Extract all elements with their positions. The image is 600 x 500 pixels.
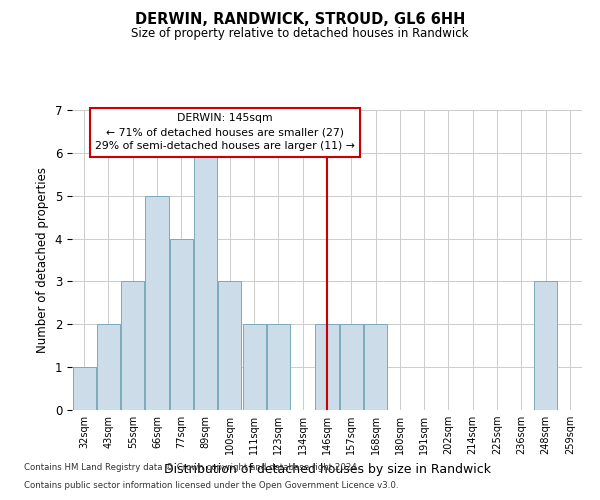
Bar bbox=[121, 282, 144, 410]
Bar bbox=[218, 282, 241, 410]
Y-axis label: Number of detached properties: Number of detached properties bbox=[36, 167, 49, 353]
Bar bbox=[316, 324, 338, 410]
Bar bbox=[170, 238, 193, 410]
Text: DERWIN, RANDWICK, STROUD, GL6 6HH: DERWIN, RANDWICK, STROUD, GL6 6HH bbox=[135, 12, 465, 28]
Bar bbox=[340, 324, 363, 410]
Bar bbox=[194, 153, 217, 410]
Bar bbox=[364, 324, 387, 410]
Bar bbox=[73, 367, 95, 410]
Bar bbox=[97, 324, 120, 410]
X-axis label: Distribution of detached houses by size in Randwick: Distribution of detached houses by size … bbox=[163, 462, 491, 475]
Text: Contains HM Land Registry data © Crown copyright and database right 2024.: Contains HM Land Registry data © Crown c… bbox=[24, 464, 359, 472]
Text: DERWIN: 145sqm
← 71% of detached houses are smaller (27)
29% of semi-detached ho: DERWIN: 145sqm ← 71% of detached houses … bbox=[95, 114, 355, 152]
Bar bbox=[534, 282, 557, 410]
Bar bbox=[242, 324, 266, 410]
Bar bbox=[267, 324, 290, 410]
Bar bbox=[145, 196, 169, 410]
Text: Size of property relative to detached houses in Randwick: Size of property relative to detached ho… bbox=[131, 28, 469, 40]
Text: Contains public sector information licensed under the Open Government Licence v3: Contains public sector information licen… bbox=[24, 481, 398, 490]
